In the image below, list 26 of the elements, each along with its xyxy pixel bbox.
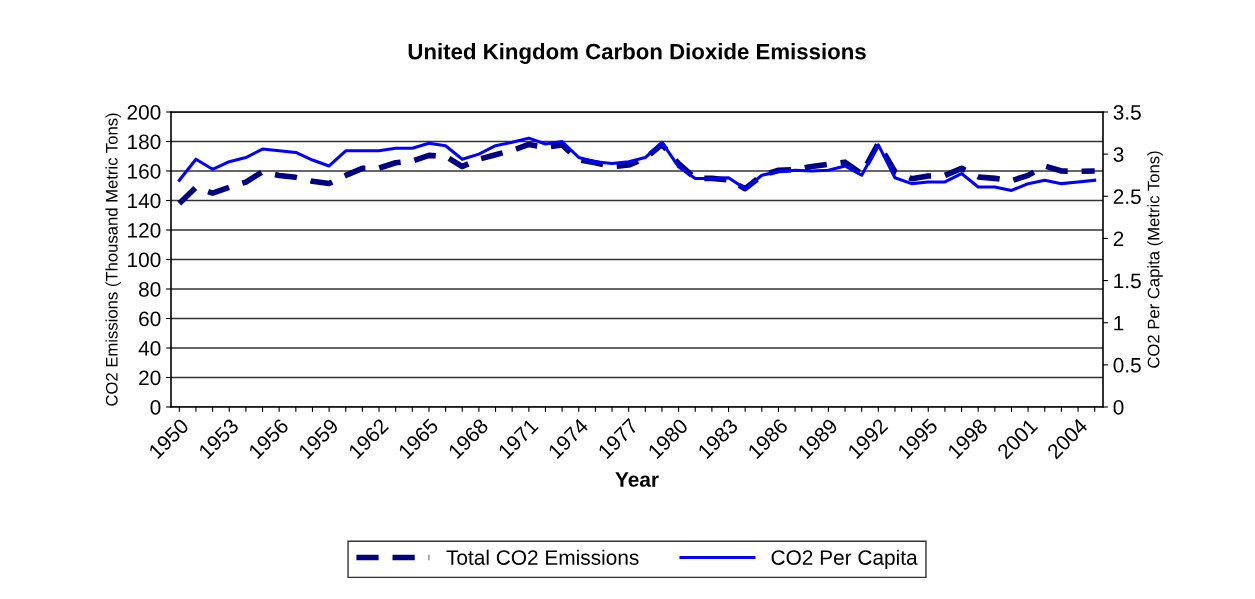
y2-tick-label: 2: [1113, 231, 1124, 246]
y-tick-label: 60: [139, 311, 161, 327]
y2-tick-label: 1: [1114, 315, 1124, 331]
y2-tick-label: 3.5: [1113, 105, 1141, 120]
line-series: [177, 136, 1097, 192]
legend-label: CO2 Per Capita: [771, 549, 918, 570]
y-tick-label: 40: [138, 341, 161, 356]
x-axis-title: Year: [615, 472, 659, 487]
y-tick-label: 80: [139, 282, 161, 297]
y-tick-label: 160: [128, 164, 161, 179]
y-tick-label: 120: [128, 223, 161, 238]
y2-axis-title: CO2 Per Capita (Metric Tons): [1147, 151, 1163, 368]
chart-title: United Kingdom Carbon Dioxide Emissions: [408, 43, 866, 64]
y2-tick-label: 0.5: [1113, 357, 1141, 373]
y2-tick-label: 3: [1113, 147, 1124, 162]
y2-tick-label: 1.5: [1114, 273, 1141, 289]
y-tick-label: 100: [128, 252, 161, 268]
y-tick-label: 200: [127, 105, 161, 120]
y2-tick-label: 0: [1113, 400, 1124, 415]
y-tick-label: 0: [150, 400, 161, 415]
y2-tick-label: 2.5: [1113, 189, 1141, 205]
y-tick-label: 140: [128, 193, 161, 209]
y-tick-label: 180: [128, 134, 161, 150]
legend-label: Total CO2 Emissions: [446, 549, 639, 565]
y-axis-title: CO2 Emissions (Thousand Metric Tons): [105, 113, 121, 406]
y-tick-label: 20: [139, 370, 161, 386]
